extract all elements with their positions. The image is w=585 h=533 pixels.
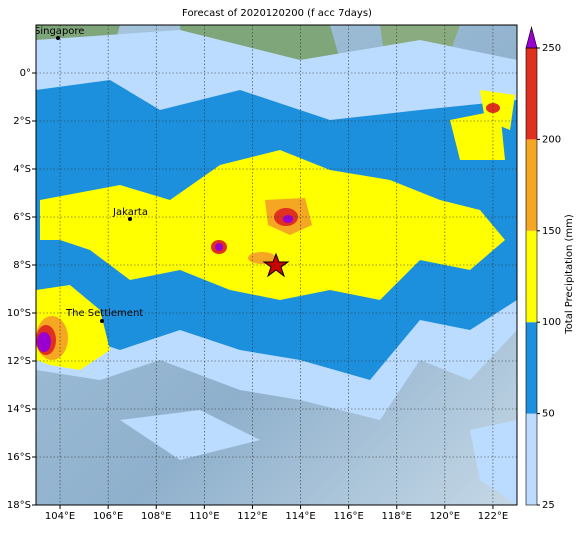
precip-150 [248, 252, 276, 264]
place-label: Singapore [34, 26, 84, 37]
colorbar-tick-label: 50 [542, 409, 555, 420]
colorbar-frame [525, 47, 538, 506]
city-dot [100, 319, 104, 323]
colorbar-tick-label: 25 [542, 500, 555, 511]
y-tick-label: 4°S [13, 164, 31, 175]
y-tick-label: 0° [20, 68, 31, 79]
y-tick-label: 8°S [13, 260, 31, 271]
colorbar-label: Total Precipitation (mm) [564, 214, 575, 335]
star-marker [262, 252, 290, 278]
map-body: Singapore Jakarta The Settlement [34, 25, 517, 505]
precip-200 [486, 103, 500, 113]
city-dot [56, 36, 60, 40]
colorbar-tick-label: 100 [542, 317, 561, 328]
y-tick-label: 12°S [7, 356, 31, 367]
y-tick-label: 14°S [7, 404, 31, 415]
y-tick-label: 2°S [13, 116, 31, 127]
x-tick-label: 118°E [382, 511, 412, 522]
precip-25 [120, 410, 517, 505]
x-tick-label: 120°E [430, 511, 460, 522]
place-label: The Settlement [65, 308, 143, 319]
x-tick-label: 114°E [285, 511, 315, 522]
x-tick-label: 106°E [93, 511, 123, 522]
x-tick-label: 122°E [478, 511, 508, 522]
x-tick-label: 108°E [141, 511, 171, 522]
colorbar-segment [526, 322, 537, 414]
colorbar-segment [526, 230, 537, 323]
place-label: Jakarta [112, 207, 148, 218]
colorbar-extend [525, 25, 538, 49]
colorbar-tick-label: 250 [542, 43, 561, 54]
precip-over [37, 332, 51, 352]
colorbar-segment [526, 48, 537, 140]
colorbar: 25 50 100 150 200 250 [525, 25, 561, 511]
x-tick-label: 104°E [45, 511, 75, 522]
precip-over [215, 243, 223, 251]
x-tick-label: 116°E [333, 511, 363, 522]
y-tick-label: 6°S [13, 212, 31, 223]
y-tick-label: 18°S [7, 500, 31, 511]
colorbar-segment [526, 139, 537, 231]
y-tick-label: 16°S [7, 452, 31, 463]
x-tick-label: 112°E [237, 511, 267, 522]
colorbar-tick-label: 200 [542, 134, 561, 145]
x-tick-label: 110°E [189, 511, 219, 522]
y-tick-label: 10°S [7, 308, 31, 319]
city-dot [128, 217, 132, 221]
map-title: Forecast of 2020120200 (f acc 7days) [182, 8, 372, 19]
colorbar-tick-label: 150 [542, 226, 561, 237]
colorbar-segment [526, 413, 537, 505]
grid [36, 25, 517, 505]
precip-over [283, 215, 293, 223]
